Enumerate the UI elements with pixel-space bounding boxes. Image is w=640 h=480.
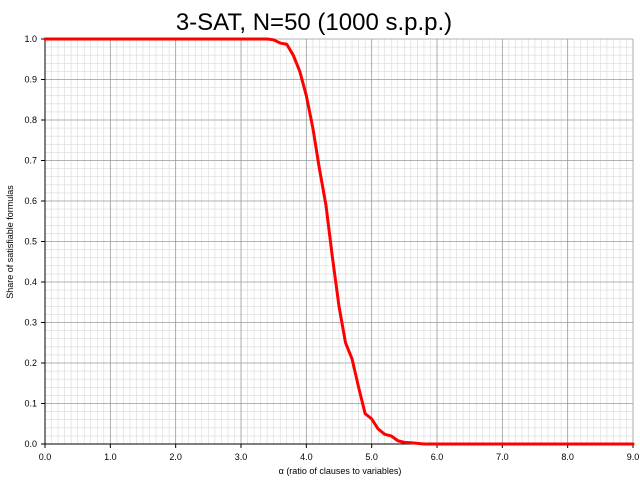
x-tick-label: 5.0 (365, 452, 378, 462)
series-layer (43, 37, 635, 446)
x-tick-label: 3.0 (235, 452, 248, 462)
y-tick-label: 1.0 (24, 34, 37, 44)
series-line (43, 37, 635, 446)
y-tick-label: 0.6 (24, 196, 37, 206)
x-tick-label: 7.0 (496, 452, 509, 462)
grid (44, 38, 634, 445)
x-tick-label: 8.0 (561, 452, 574, 462)
x-tick-label: 4.0 (300, 452, 313, 462)
x-tick-label: 0.0 (39, 452, 52, 462)
x-tick-label: 9.0 (627, 452, 640, 462)
y-tick-label: 0.7 (24, 156, 37, 166)
y-tick-label: 0.5 (24, 237, 37, 247)
y-tick-label: 0.3 (24, 318, 37, 328)
y-tick-label: 0.4 (24, 277, 37, 287)
x-tick-label: 6.0 (431, 452, 444, 462)
x-tick-label: 1.0 (104, 452, 117, 462)
x-axis-label: α (ratio of clauses to variables) (279, 466, 402, 476)
y-tick-label: 0.8 (24, 115, 37, 125)
tick-labels: 0.0 1.0 2.0 3.0 4.0 5.0 6.0 7.0 8.0 9.0 0.0 0.1 0.2 0… (24, 34, 639, 462)
y-tick-label: 0.1 (24, 399, 37, 409)
y-axis-label: Share of satisfiable formulas (5, 185, 15, 299)
y-tick-label: 0.9 (24, 75, 37, 85)
x-tick-label: 2.0 (169, 452, 182, 462)
y-tick-label: 0.2 (24, 358, 37, 368)
chart-title: 3-SAT, N=50 (1000 s.p.p.) (176, 9, 452, 36)
y-tick-label: 0.0 (24, 439, 37, 449)
